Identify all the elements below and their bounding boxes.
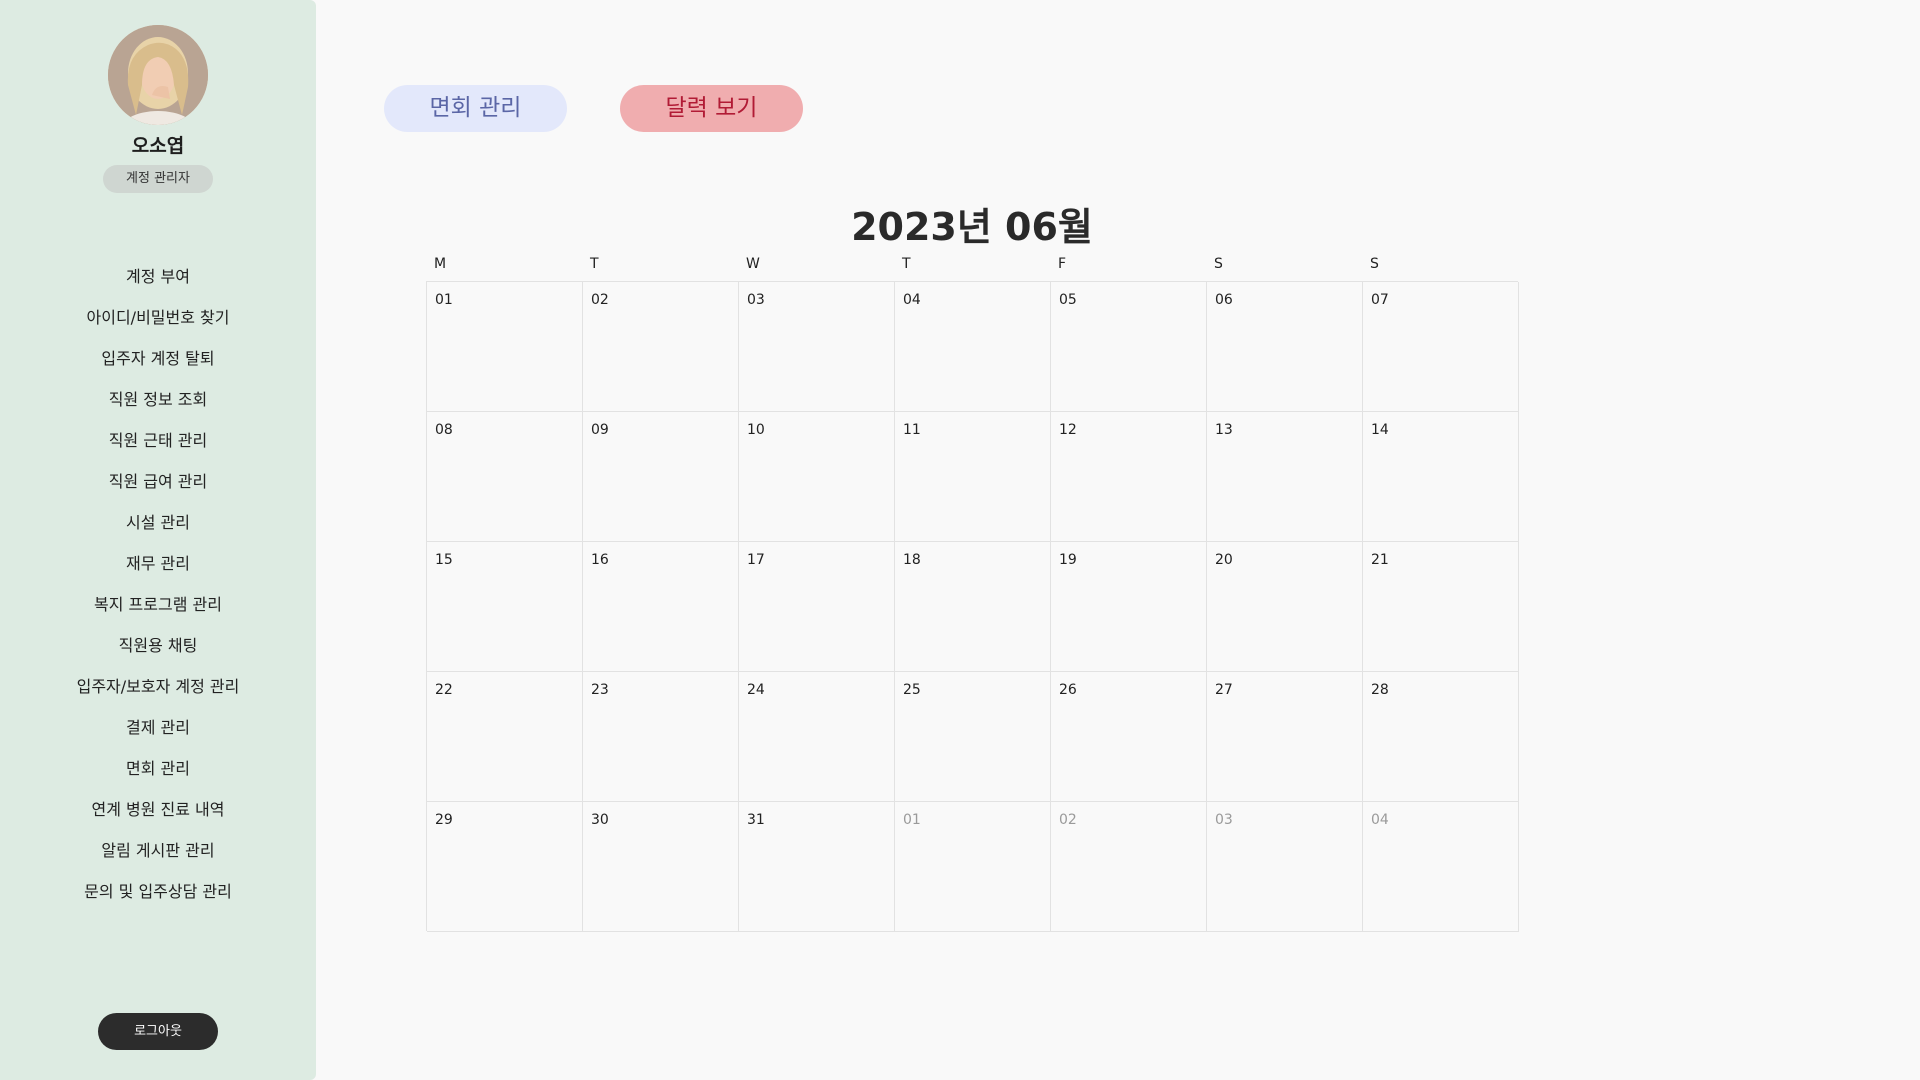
- calendar-day-cell[interactable]: 20: [1207, 542, 1363, 672]
- weekday-label: M: [434, 256, 447, 272]
- sidebar-item-facility[interactable]: 시설 관리: [126, 513, 190, 532]
- sidebar: 오소엽 계정 관리자 계정 부여 아이디/비밀번호 찾기 입주자 계정 탈퇴 직…: [0, 0, 316, 1080]
- calendar-title: 2023년 06월: [851, 205, 1093, 249]
- calendar-day-cell[interactable]: 12: [1051, 412, 1207, 542]
- sidebar-item-payment[interactable]: 결제 관리: [126, 718, 190, 737]
- calendar-day-cell[interactable]: 22: [427, 672, 583, 802]
- calendar-day-cell[interactable]: 03: [739, 282, 895, 412]
- tab-visit-management[interactable]: 면회 관리: [384, 85, 567, 132]
- avatar-image: [108, 25, 208, 125]
- calendar-day-cell[interactable]: 01: [427, 282, 583, 412]
- calendar-day-cell[interactable]: 08: [427, 412, 583, 542]
- role-badge: 계정 관리자: [103, 165, 213, 193]
- calendar-day-cell[interactable]: 06: [1207, 282, 1363, 412]
- calendar-day-cell[interactable]: 24: [739, 672, 895, 802]
- calendar-day-cell[interactable]: 10: [739, 412, 895, 542]
- weekday-label: S: [1214, 256, 1223, 272]
- calendar-day-cell[interactable]: 19: [1051, 542, 1207, 672]
- calendar-day-cell[interactable]: 07: [1363, 282, 1519, 412]
- sidebar-item-staff-chat[interactable]: 직원용 채팅: [118, 636, 198, 655]
- sidebar-item-find-id-password[interactable]: 아이디/비밀번호 찾기: [86, 308, 230, 327]
- calendar-day-cell[interactable]: 17: [739, 542, 895, 672]
- calendar-day-cell[interactable]: 04: [895, 282, 1051, 412]
- calendar-day-cell[interactable]: 21: [1363, 542, 1519, 672]
- calendar-day-cell-outside-month[interactable]: 03: [1207, 802, 1363, 932]
- logout-button[interactable]: 로그아웃: [98, 1013, 218, 1050]
- weekday-label: T: [902, 256, 911, 272]
- calendar-day-cell[interactable]: 28: [1363, 672, 1519, 802]
- calendar-day-cell[interactable]: 02: [583, 282, 739, 412]
- calendar-day-cell[interactable]: 27: [1207, 672, 1363, 802]
- calendar-day-cell[interactable]: 31: [739, 802, 895, 932]
- sidebar-item-staff-info[interactable]: 직원 정보 조회: [108, 390, 208, 409]
- weekday-label: S: [1370, 256, 1379, 272]
- sidebar-item-resident-withdrawal[interactable]: 입주자 계정 탈퇴: [101, 349, 215, 368]
- calendar-day-cell[interactable]: 30: [583, 802, 739, 932]
- calendar-day-cell[interactable]: 26: [1051, 672, 1207, 802]
- tab-calendar-view[interactable]: 달력 보기: [620, 85, 803, 132]
- sidebar-item-notice-board[interactable]: 알림 게시판 관리: [101, 841, 215, 860]
- calendar-day-cell[interactable]: 15: [427, 542, 583, 672]
- sidebar-item-hospital-records[interactable]: 연계 병원 진료 내역: [91, 800, 225, 819]
- calendar-day-cell[interactable]: 18: [895, 542, 1051, 672]
- weekday-header: M T W T F S S: [426, 256, 1518, 280]
- sidebar-item-visit[interactable]: 면회 관리: [126, 759, 190, 778]
- calendar-day-cell[interactable]: 23: [583, 672, 739, 802]
- weekday-label: T: [590, 256, 599, 272]
- sidebar-item-finance[interactable]: 재무 관리: [126, 554, 190, 573]
- avatar: [108, 25, 208, 125]
- sidebar-nav: 계정 부여 아이디/비밀번호 찾기 입주자 계정 탈퇴 직원 정보 조회 직원 …: [0, 261, 316, 917]
- weekday-label: F: [1058, 256, 1067, 272]
- sidebar-item-welfare-program[interactable]: 복지 프로그램 관리: [94, 595, 222, 614]
- calendar-day-cell[interactable]: 16: [583, 542, 739, 672]
- calendar-day-cell[interactable]: 09: [583, 412, 739, 542]
- calendar-day-cell[interactable]: 25: [895, 672, 1051, 802]
- calendar-day-cell[interactable]: 14: [1363, 412, 1519, 542]
- calendar-grid: 01 02 03 04 05 06 07 08 09 10 11 12 13 14 15 16 17 18 19 20…: [426, 281, 1519, 932]
- calendar-day-cell[interactable]: 13: [1207, 412, 1363, 542]
- sidebar-item-account-grant[interactable]: 계정 부여: [126, 267, 190, 286]
- calendar-day-cell-outside-month[interactable]: 01: [895, 802, 1051, 932]
- sidebar-item-inquiry[interactable]: 문의 및 입주상담 관리: [84, 882, 232, 901]
- weekday-label: W: [746, 256, 760, 272]
- profile-name: 오소엽: [131, 135, 185, 157]
- sidebar-item-resident-guardian-accounts[interactable]: 입주자/보호자 계정 관리: [76, 677, 240, 696]
- calendar-day-cell[interactable]: 11: [895, 412, 1051, 542]
- calendar-day-cell[interactable]: 05: [1051, 282, 1207, 412]
- calendar-day-cell[interactable]: 29: [427, 802, 583, 932]
- sidebar-item-staff-payroll[interactable]: 직원 급여 관리: [108, 472, 208, 491]
- calendar-day-cell-outside-month[interactable]: 04: [1363, 802, 1519, 932]
- sidebar-item-staff-attendance[interactable]: 직원 근태 관리: [108, 431, 208, 450]
- calendar-day-cell-outside-month[interactable]: 02: [1051, 802, 1207, 932]
